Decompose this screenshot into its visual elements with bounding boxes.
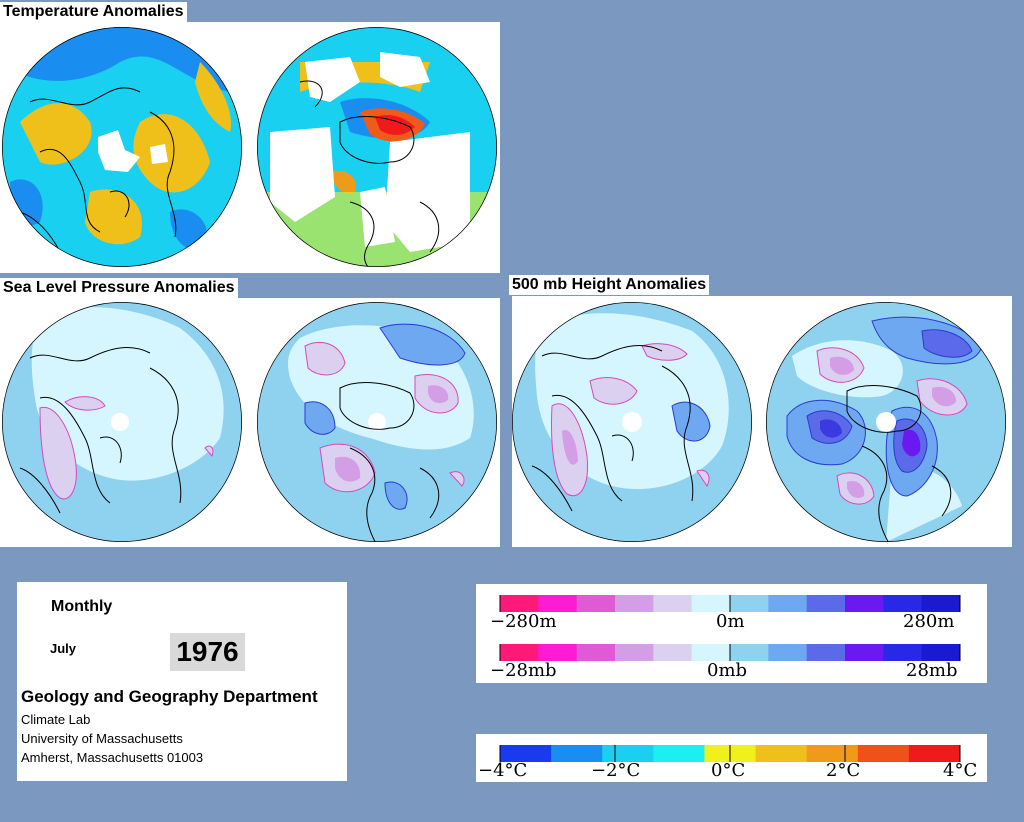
slp-maps xyxy=(2,302,497,542)
height-colorbar-swatch xyxy=(883,595,923,612)
height-anomalies-title: 500 mb Height Anomalies xyxy=(509,275,710,295)
pressure-colorbar-swatch xyxy=(921,644,961,661)
temperature-panel xyxy=(0,22,500,273)
height-maps xyxy=(512,302,1006,542)
frequency-label: Monthly xyxy=(51,598,113,615)
pressure-colorbar-swatch xyxy=(538,644,578,661)
height-colorbar-swatch xyxy=(730,595,769,612)
university-label: University of Massachusetts xyxy=(21,731,183,746)
height-colorbar-swatch xyxy=(576,595,616,612)
temperature-legend: −4°C −2°C 0°C 2°C 4°C xyxy=(476,734,987,782)
height-colorbar-swatch xyxy=(845,595,884,612)
temperature-colorbar-swatch xyxy=(755,745,808,762)
south-hemisphere-slp-map xyxy=(257,302,497,542)
pressure-colorbar-swatch xyxy=(768,644,808,661)
address-label: Amherst, Massachusetts 01003 xyxy=(21,750,204,765)
pressure-colorbar-swatch xyxy=(576,644,616,661)
pressure-colorbar-swatch xyxy=(730,644,769,661)
north-hemisphere-height-map xyxy=(512,302,752,542)
height-min-label: −280m xyxy=(490,611,557,632)
temp-label-neg2: −2°C xyxy=(591,760,641,781)
slp-anomalies-title: Sea Level Pressure Anomalies xyxy=(0,278,238,298)
temp-label-neg4: −4°C xyxy=(478,760,528,781)
temperature-colorbar-swatch xyxy=(500,745,552,762)
south-hemisphere-temperature-map xyxy=(257,27,497,267)
pressure-mid-label: 0mb xyxy=(707,660,748,681)
temperature-colorbar-swatch xyxy=(908,745,961,762)
height-colorbar-swatch xyxy=(615,595,654,612)
temperature-colorbar xyxy=(499,745,961,762)
pressure-colorbar-swatch xyxy=(691,644,731,661)
pressure-max-label: 28mb xyxy=(906,660,958,681)
temperature-colorbar-swatch xyxy=(551,745,603,762)
lab-label: Climate Lab xyxy=(21,712,91,727)
height-colorbar-swatch xyxy=(653,595,693,612)
pressure-colorbar-swatch xyxy=(653,644,693,661)
info-box: Monthly July 1976 Geology and Geography … xyxy=(17,582,347,781)
south-hemisphere-height-map xyxy=(766,302,1006,542)
temperature-maps xyxy=(2,27,497,267)
height-max-label: 280m xyxy=(903,611,955,632)
height-panel xyxy=(512,296,1012,547)
north-hemisphere-temperature-map xyxy=(2,27,242,267)
pressure-colorbar-swatch xyxy=(806,644,846,661)
temperature-colorbar-swatch xyxy=(857,745,910,762)
height-colorbar-swatch xyxy=(806,595,846,612)
north-hemisphere-slp-map xyxy=(2,302,242,542)
height-pressure-legend: −280m 0m 280m −28mb 0mb 28mb xyxy=(476,584,987,683)
temperature-colorbar-swatch xyxy=(653,745,705,762)
height-colorbar-swatch xyxy=(691,595,731,612)
department-label: Geology and Geography Department xyxy=(21,687,318,706)
temp-label-4: 4°C xyxy=(943,760,978,781)
pressure-colorbar-swatch xyxy=(883,644,923,661)
slp-panel xyxy=(0,298,500,547)
pressure-colorbar-swatch xyxy=(615,644,654,661)
pressure-colorbar-swatch xyxy=(500,644,539,661)
height-colorbar-swatch xyxy=(538,595,578,612)
temperature-anomalies-title: Temperature Anomalies xyxy=(0,2,187,22)
height-colorbar-swatch xyxy=(921,595,961,612)
pressure-min-label: −28mb xyxy=(490,660,557,681)
temp-label-0: 0°C xyxy=(711,760,746,781)
year-label: 1976 xyxy=(170,633,245,671)
height-pressure-colorbars xyxy=(499,595,961,661)
height-colorbar-swatch xyxy=(500,595,539,612)
month-label: July xyxy=(50,641,77,656)
height-mid-label: 0m xyxy=(716,611,745,632)
pressure-colorbar-swatch xyxy=(845,644,884,661)
height-colorbar-swatch xyxy=(768,595,808,612)
temp-label-2: 2°C xyxy=(826,760,861,781)
